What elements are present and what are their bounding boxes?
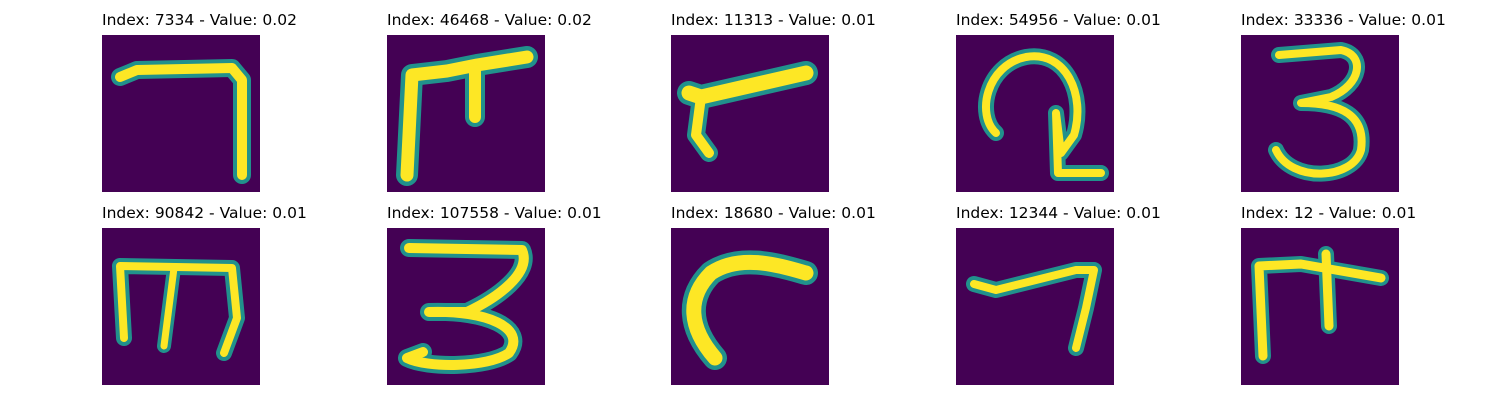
item-title: Index: 33336 - Value: 0.01 [1241, 11, 1446, 29]
digit-glyph-three [1268, 42, 1370, 182]
digit-image [387, 228, 545, 385]
digit-glyph-seven-long [111, 59, 251, 184]
item-title: Index: 12344 - Value: 0.01 [956, 204, 1161, 222]
digit-glyph-m-like [112, 258, 245, 361]
digit-image [102, 35, 260, 192]
digit-glyph-arc [681, 250, 818, 370]
item-title: Index: 18680 - Value: 0.01 [671, 204, 876, 222]
digit-glyph-three-wide [398, 239, 533, 374]
item-title: Index: 54956 - Value: 0.01 [956, 11, 1161, 29]
item-title: Index: 11313 - Value: 0.01 [671, 11, 876, 29]
item-title: Index: 107558 - Value: 0.01 [387, 204, 602, 222]
digit-image [956, 228, 1114, 385]
digit-glyph-slanted-stroke [677, 61, 818, 162]
digit-image [1241, 228, 1399, 385]
digit-glyph-pi-small [1251, 246, 1389, 364]
digit-image [671, 35, 829, 192]
digit-glyph-pi-like [396, 46, 538, 186]
item-title: Index: 7334 - Value: 0.02 [102, 11, 297, 29]
digit-image [956, 35, 1114, 192]
item-title: Index: 46468 - Value: 0.02 [387, 11, 592, 29]
digit-image [102, 228, 260, 385]
digit-image [387, 35, 545, 192]
digit-glyph-loop-glyph [978, 48, 1109, 181]
digit-image [671, 228, 829, 385]
item-title: Index: 12 - Value: 0.01 [1241, 204, 1417, 222]
digit-glyph-seven-short [966, 262, 1102, 356]
digit-image [1241, 35, 1399, 192]
item-title: Index: 90842 - Value: 0.01 [102, 204, 307, 222]
